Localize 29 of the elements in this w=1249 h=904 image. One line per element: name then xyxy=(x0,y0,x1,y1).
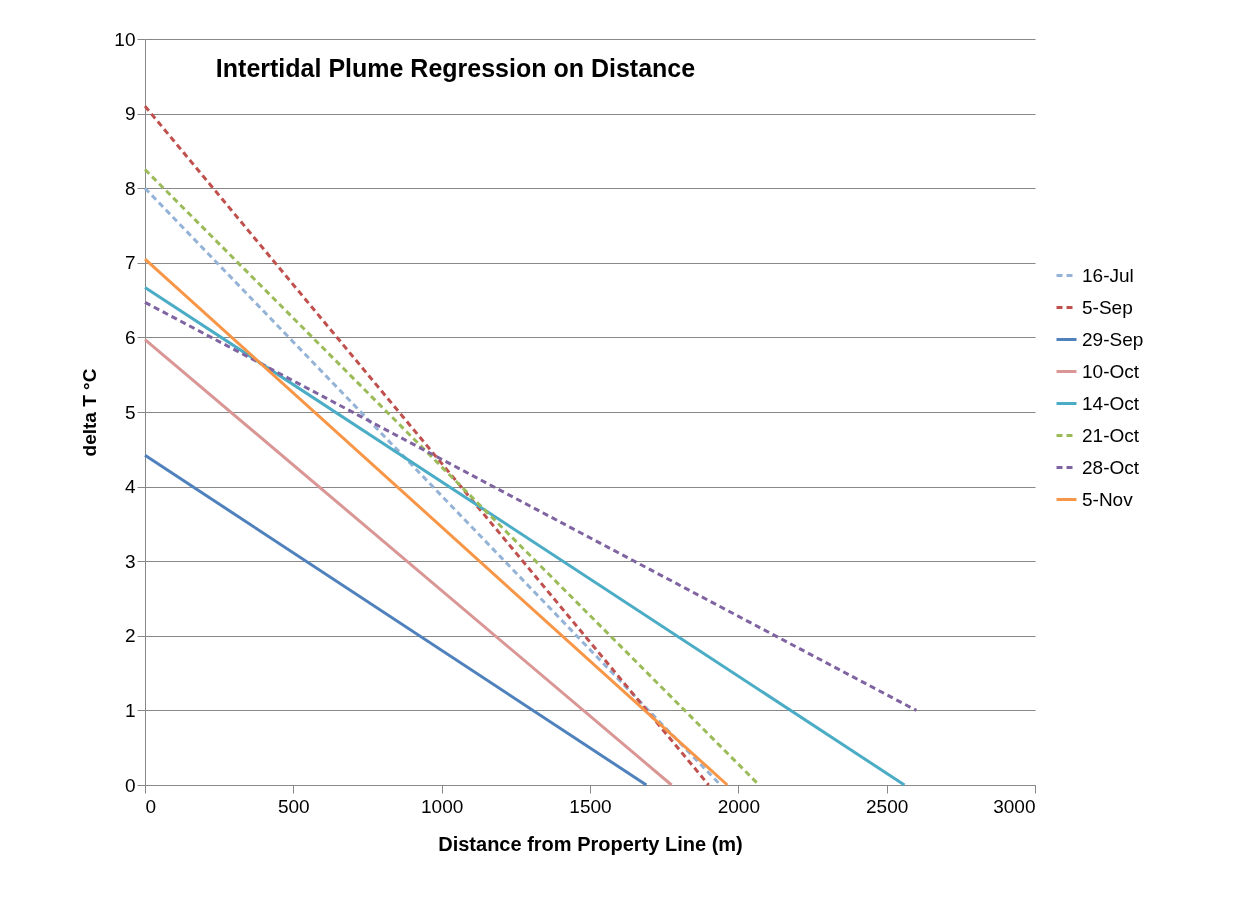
legend-label: 5-Sep xyxy=(1082,296,1133,318)
x-tick-label: 500 xyxy=(277,795,310,817)
legend-label: 21-Oct xyxy=(1082,424,1140,446)
y-tick-label: 7 xyxy=(124,252,136,274)
y-tick-label: 0 xyxy=(124,774,136,796)
x-tick-label: 3000 xyxy=(993,795,1036,817)
y-axis-title: delta T °C xyxy=(79,368,101,457)
y-tick-label: 4 xyxy=(124,476,136,498)
y-tick-label: 1 xyxy=(124,699,136,721)
legend-label: 14-Oct xyxy=(1082,392,1140,414)
y-tick-label: 9 xyxy=(124,103,136,125)
legend-label: 29-Sep xyxy=(1082,328,1144,350)
y-tick-label: 5 xyxy=(124,401,136,423)
legend-label: 16-Jul xyxy=(1082,264,1134,286)
legend-label: 10-Oct xyxy=(1082,360,1140,382)
legend-label: 28-Oct xyxy=(1082,456,1140,478)
y-tick-label: 3 xyxy=(124,550,136,572)
text: Intertidal Plume Regression on Distance xyxy=(215,54,696,82)
x-tick-label: 1500 xyxy=(569,795,612,817)
y-tick-label: 10 xyxy=(114,28,136,50)
x-tick-label: 1000 xyxy=(421,795,464,817)
legend-label: 5-Nov xyxy=(1082,488,1134,510)
x-tick-label: 2000 xyxy=(717,795,760,817)
x-tick-label: 0 xyxy=(145,795,157,817)
x-tick-label: 2500 xyxy=(866,795,909,817)
y-tick-label: 8 xyxy=(124,177,136,199)
y-tick-label: 2 xyxy=(124,625,136,647)
x-axis-title: Distance from Property Line (m) xyxy=(438,832,743,855)
y-tick-label: 6 xyxy=(124,326,136,348)
